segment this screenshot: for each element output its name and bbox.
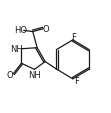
Text: HO: HO bbox=[14, 26, 27, 35]
Text: NH: NH bbox=[29, 70, 41, 79]
Text: F: F bbox=[74, 77, 79, 86]
Text: O: O bbox=[42, 25, 49, 33]
Text: NH: NH bbox=[10, 44, 23, 53]
Text: F: F bbox=[71, 33, 76, 41]
Text: O: O bbox=[7, 71, 14, 80]
